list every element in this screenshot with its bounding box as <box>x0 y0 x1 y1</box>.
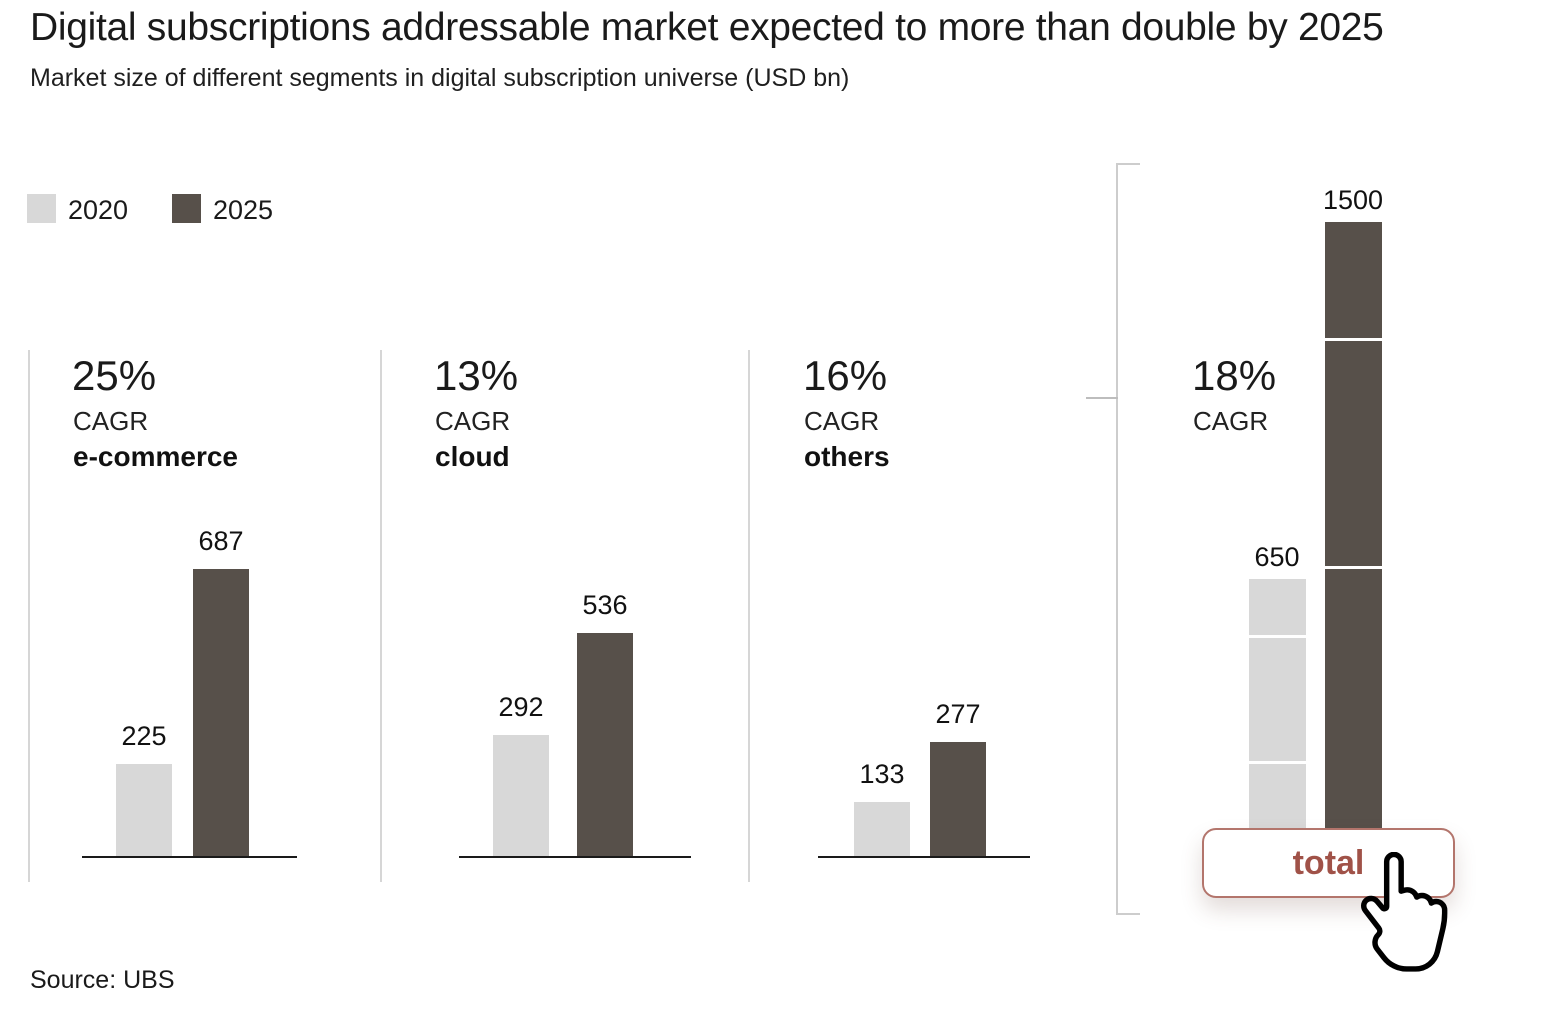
bar-value-label: 1500 <box>1322 185 1384 215</box>
ecommerce-axis-line <box>82 856 297 858</box>
total-2020-segment-cloud <box>1249 634 1306 761</box>
source-note: Source: UBS <box>30 966 175 994</box>
bar-value-label: 536 <box>582 589 628 620</box>
panel-ecommerce-name: e-commerce <box>73 441 238 472</box>
panel-cloud-name: cloud <box>435 441 510 472</box>
total-button-label: total <box>1292 843 1365 882</box>
panel-others-cagr-value: 16% <box>803 352 888 399</box>
legend-swatch-2020-icon <box>27 194 56 223</box>
others-axis-line <box>818 856 1030 858</box>
page-subtitle: Market size of different segments in dig… <box>30 64 850 92</box>
total-2025-segment-others <box>1325 219 1382 339</box>
panel-divider <box>28 350 30 882</box>
panel-others-cagr-label: CAGR <box>804 406 880 436</box>
bar-value-label: 650 <box>1254 542 1300 572</box>
total-button[interactable]: total <box>1202 828 1455 898</box>
bar-value-label: 292 <box>498 692 544 723</box>
panel-divider <box>748 350 750 882</box>
bar-value-label: 225 <box>121 720 167 751</box>
panel-divider <box>380 350 382 882</box>
bracket-vertical-line <box>1116 163 1118 915</box>
total-2025-stacked-bar <box>1325 219 1382 858</box>
others-2025-bar <box>930 741 986 858</box>
panel-total-cagr-label: CAGR <box>1193 406 1269 436</box>
total-2025-segment-cloud <box>1325 338 1382 567</box>
others-2020-bar <box>854 802 910 858</box>
bar-value-label: 687 <box>198 526 244 557</box>
total-2025-segment-ecommerce <box>1325 566 1382 858</box>
hand-cursor-icon <box>1360 851 1452 979</box>
cloud-axis-line <box>459 856 691 858</box>
bracket-connector-line <box>1086 397 1118 399</box>
ecommerce-2025-bar <box>193 569 249 858</box>
bracket-bottom-tick <box>1116 913 1140 915</box>
panel-ecommerce-cagr-label: CAGR <box>73 406 149 436</box>
bracket-top-tick <box>1116 163 1140 165</box>
total-bracket <box>1086 163 1142 915</box>
cloud-2025-bar <box>577 632 633 858</box>
bar-value-label: 133 <box>859 759 905 790</box>
legend-label-2020: 2020 <box>68 195 129 225</box>
panel-total-cagr-value: 18% <box>1192 352 1277 399</box>
panel-others-name: others <box>804 441 890 472</box>
panel-cloud-cagr-value: 13% <box>434 352 519 399</box>
ecommerce-2020-bar <box>116 763 172 858</box>
cloud-2020-bar <box>493 735 549 858</box>
total-2020-stacked-bar <box>1249 576 1306 858</box>
total-2020-segment-others <box>1249 576 1306 635</box>
panel-ecommerce-cagr-value: 25% <box>72 352 157 399</box>
panel-cloud-cagr-label: CAGR <box>435 406 511 436</box>
legend-label-2025: 2025 <box>213 195 274 225</box>
page-title: Digital subscriptions addressable market… <box>30 6 1384 49</box>
bar-value-label: 277 <box>935 698 981 729</box>
legend-swatch-2025-icon <box>172 194 201 223</box>
